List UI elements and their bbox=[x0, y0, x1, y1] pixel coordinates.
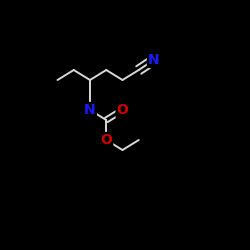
Text: N: N bbox=[148, 53, 160, 67]
Text: N: N bbox=[84, 103, 96, 117]
Text: O: O bbox=[116, 103, 128, 117]
Text: O: O bbox=[100, 133, 112, 147]
